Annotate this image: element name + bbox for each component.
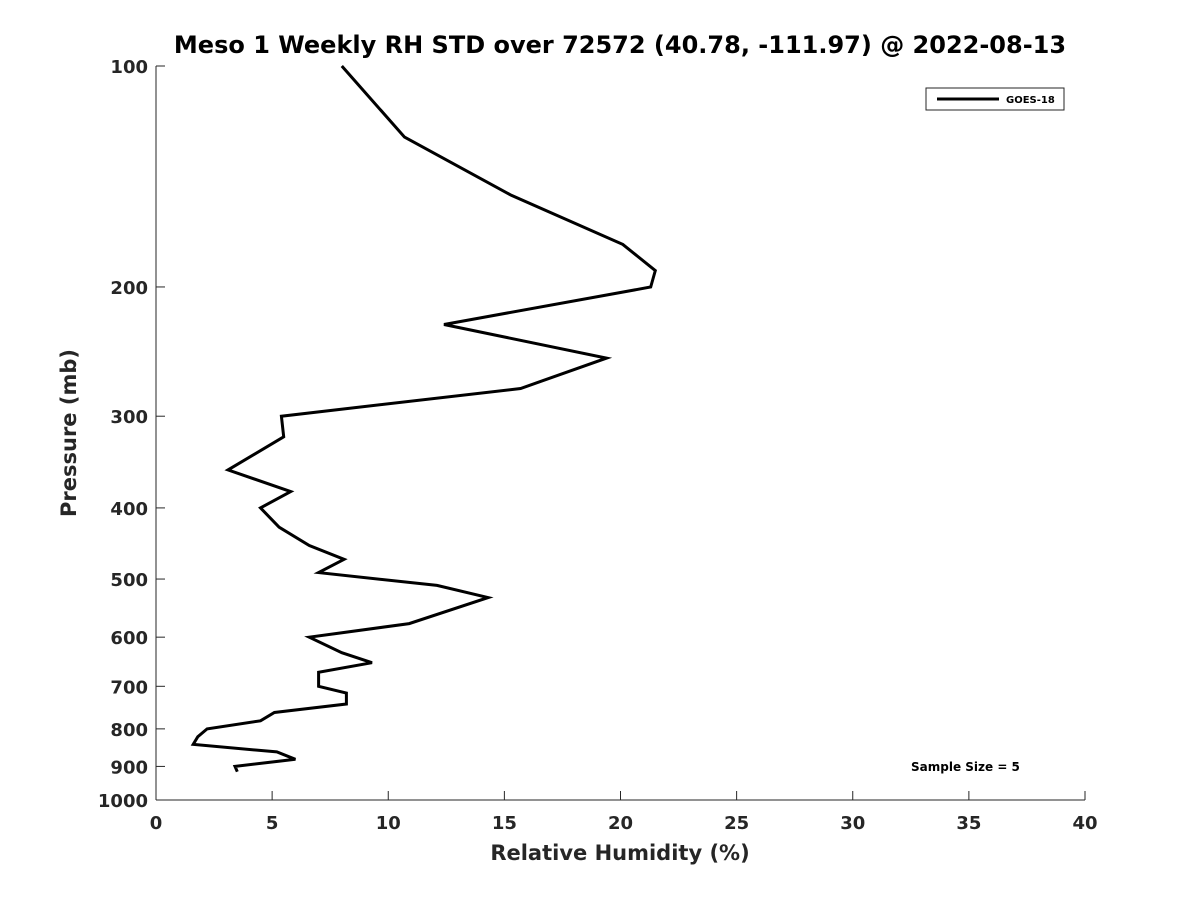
y-tick-label: 700 [110,677,148,698]
y-tick-label: 100 [110,57,148,78]
x-tick-label: 5 [266,813,279,834]
legend: GOES-18 [925,87,1065,111]
x-tick-label: 10 [376,813,401,834]
y-axis-label: Pressure (mb) [57,349,81,517]
x-tick-label: 40 [1072,813,1097,834]
chart-title: Meso 1 Weekly RH STD over 72572 (40.78, … [174,31,1066,59]
series-line-goes-18 [190,65,658,773]
x-tick-label: 30 [840,813,865,834]
y-tick-label: 200 [110,278,148,299]
axes: 0 5 10 15 20 25 30 35 40 100 200 300 400 500 600 700 800… [98,57,1098,834]
sample-size-annotation: Sample Size = 5 [911,760,1020,774]
y-tick-label: 500 [110,570,148,591]
x-tick-label: 15 [492,813,517,834]
y-tick-label: 300 [110,407,148,428]
y-tick-label: 1000 [98,791,148,812]
series-layer [190,65,658,773]
x-tick-label: 20 [608,813,633,834]
x-tick-label: 35 [956,813,981,834]
y-tick-label: 400 [110,499,148,520]
x-axis-label: Relative Humidity (%) [490,841,749,865]
y-tick-label: 900 [110,757,148,778]
y-tick-label: 600 [110,628,148,649]
x-tick-label: 0 [150,813,163,834]
legend-label-goes-18: GOES-18 [1006,95,1055,106]
x-tick-label: 25 [724,813,749,834]
y-tick-label: 800 [110,720,148,741]
